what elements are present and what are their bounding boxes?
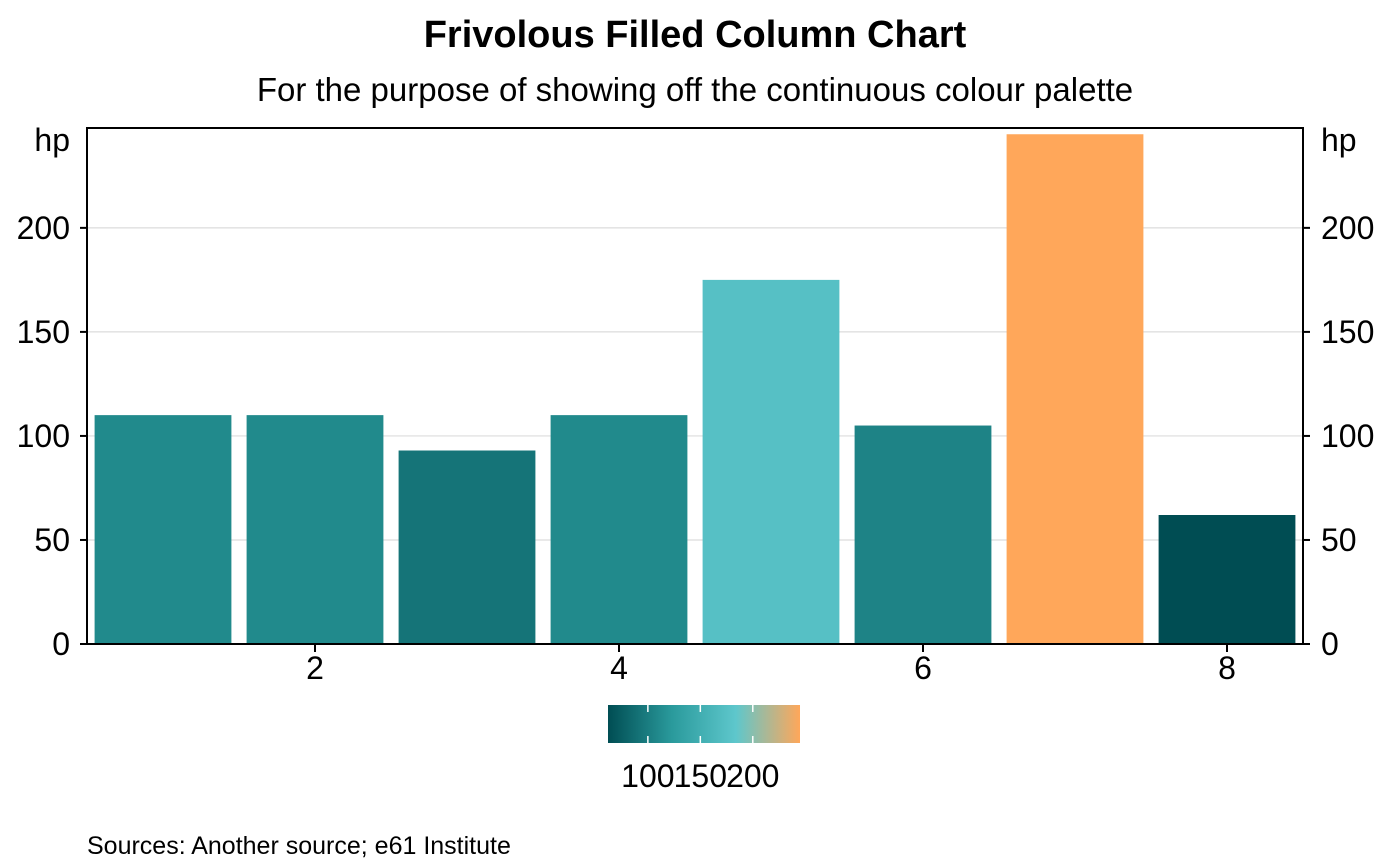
bar [94, 415, 232, 644]
bar [550, 415, 688, 644]
x-tick-label: 6 [914, 650, 932, 686]
y-axis-unit-left: hp [34, 122, 70, 158]
caption: Sources: Another source; e61 Institute [87, 832, 511, 860]
bars [94, 134, 1296, 644]
chart-title: Frivolous Filled Column Chart [424, 14, 967, 56]
x-tick-label: 8 [1218, 650, 1236, 686]
y-tick-label-left: 150 [17, 314, 70, 350]
bar [1158, 515, 1296, 644]
colorbar-tick-label: 200 [726, 758, 779, 794]
y-tick-label-left: 100 [17, 418, 70, 454]
y-tick-label-right: 0 [1321, 626, 1339, 662]
x-axis-ticks: 2 4 6 8 [306, 644, 1236, 686]
bar [1006, 134, 1144, 644]
y-tick-label-right: 100 [1321, 418, 1374, 454]
bar [398, 450, 536, 644]
y-tick-label-right: 50 [1321, 522, 1357, 558]
y-axis-unit-right: hp [1321, 122, 1357, 158]
y-tick-label-right: 150 [1321, 314, 1374, 350]
colorbar [608, 705, 800, 743]
colorbar-tick-label: 150 [674, 758, 727, 794]
y-tick-label-left: 200 [17, 210, 70, 246]
y-tick-label-right: 200 [1321, 210, 1374, 246]
y-tick-label-left: 50 [34, 522, 70, 558]
colorbar-ticks: 100 150 200 [621, 705, 779, 794]
colorbar-tick-label: 100 [621, 758, 674, 794]
y-axis-ticks: 0 0 50 50 100 100 150 150 200 200 [17, 210, 1375, 662]
x-tick-label: 4 [610, 650, 628, 686]
bar [854, 425, 992, 644]
bar [246, 415, 384, 644]
chart-subtitle: For the purpose of showing off the conti… [257, 71, 1133, 108]
y-tick-label-left: 0 [52, 626, 70, 662]
x-tick-label: 2 [306, 650, 324, 686]
bar [702, 279, 840, 644]
plot-frame [86, 127, 1304, 645]
